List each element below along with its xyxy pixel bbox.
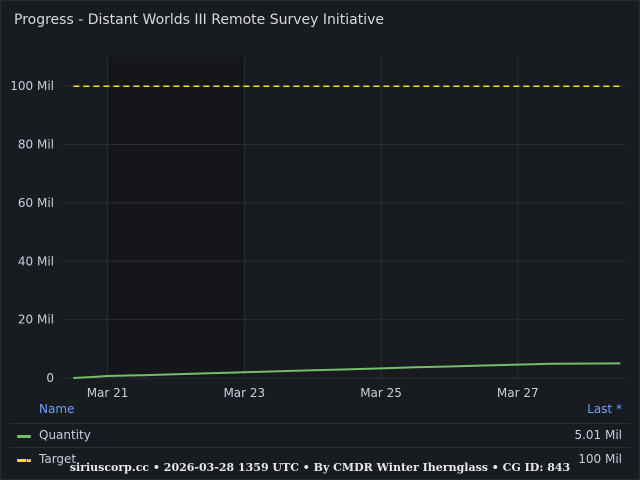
quantity-swatch <box>17 435 31 438</box>
chart-plot: 0 20 Mil 40 Mil 60 Mil 80 Mil 100 Mil Mar 21 M… <box>10 57 626 400</box>
legend-series-name: Target <box>39 452 77 466</box>
highlight-region <box>107 57 245 378</box>
legend-header: Name Last * <box>0 402 640 422</box>
x-tick-label: Mar 27 <box>497 386 539 400</box>
legend-series-name: Quantity <box>39 428 91 442</box>
series-line-quantity <box>73 362 621 379</box>
legend-series-last: 5.01 Mil <box>574 428 622 442</box>
legend-row-quantity[interactable]: Quantity 5.01 Mil <box>10 423 630 447</box>
y-tick-label: 40 Mil <box>18 254 54 268</box>
x-tick-label: Mar 21 <box>87 386 129 400</box>
y-tick-label: 60 Mil <box>18 196 54 210</box>
footer-credit: siriuscorp.cc • 2026-03-28 1359 UTC • By… <box>69 461 571 474</box>
panel-title: Progress - Distant Worlds III Remote Sur… <box>14 12 384 28</box>
y-tick-label: 80 Mil <box>18 138 54 152</box>
legend-name-header[interactable]: Name <box>39 402 75 416</box>
legend-row-target[interactable]: Target 100 Mil <box>10 447 630 471</box>
legend-last-header[interactable]: Last * <box>587 402 622 416</box>
y-tick-label: 20 Mil <box>18 313 54 327</box>
y-tick-label: 0 <box>46 371 54 385</box>
x-tick-label: Mar 25 <box>360 386 402 400</box>
y-tick-label: 100 Mil <box>10 79 54 93</box>
legend-series-last: 100 Mil <box>578 452 622 466</box>
target-swatch <box>17 459 31 462</box>
x-tick-label: Mar 23 <box>223 386 265 400</box>
